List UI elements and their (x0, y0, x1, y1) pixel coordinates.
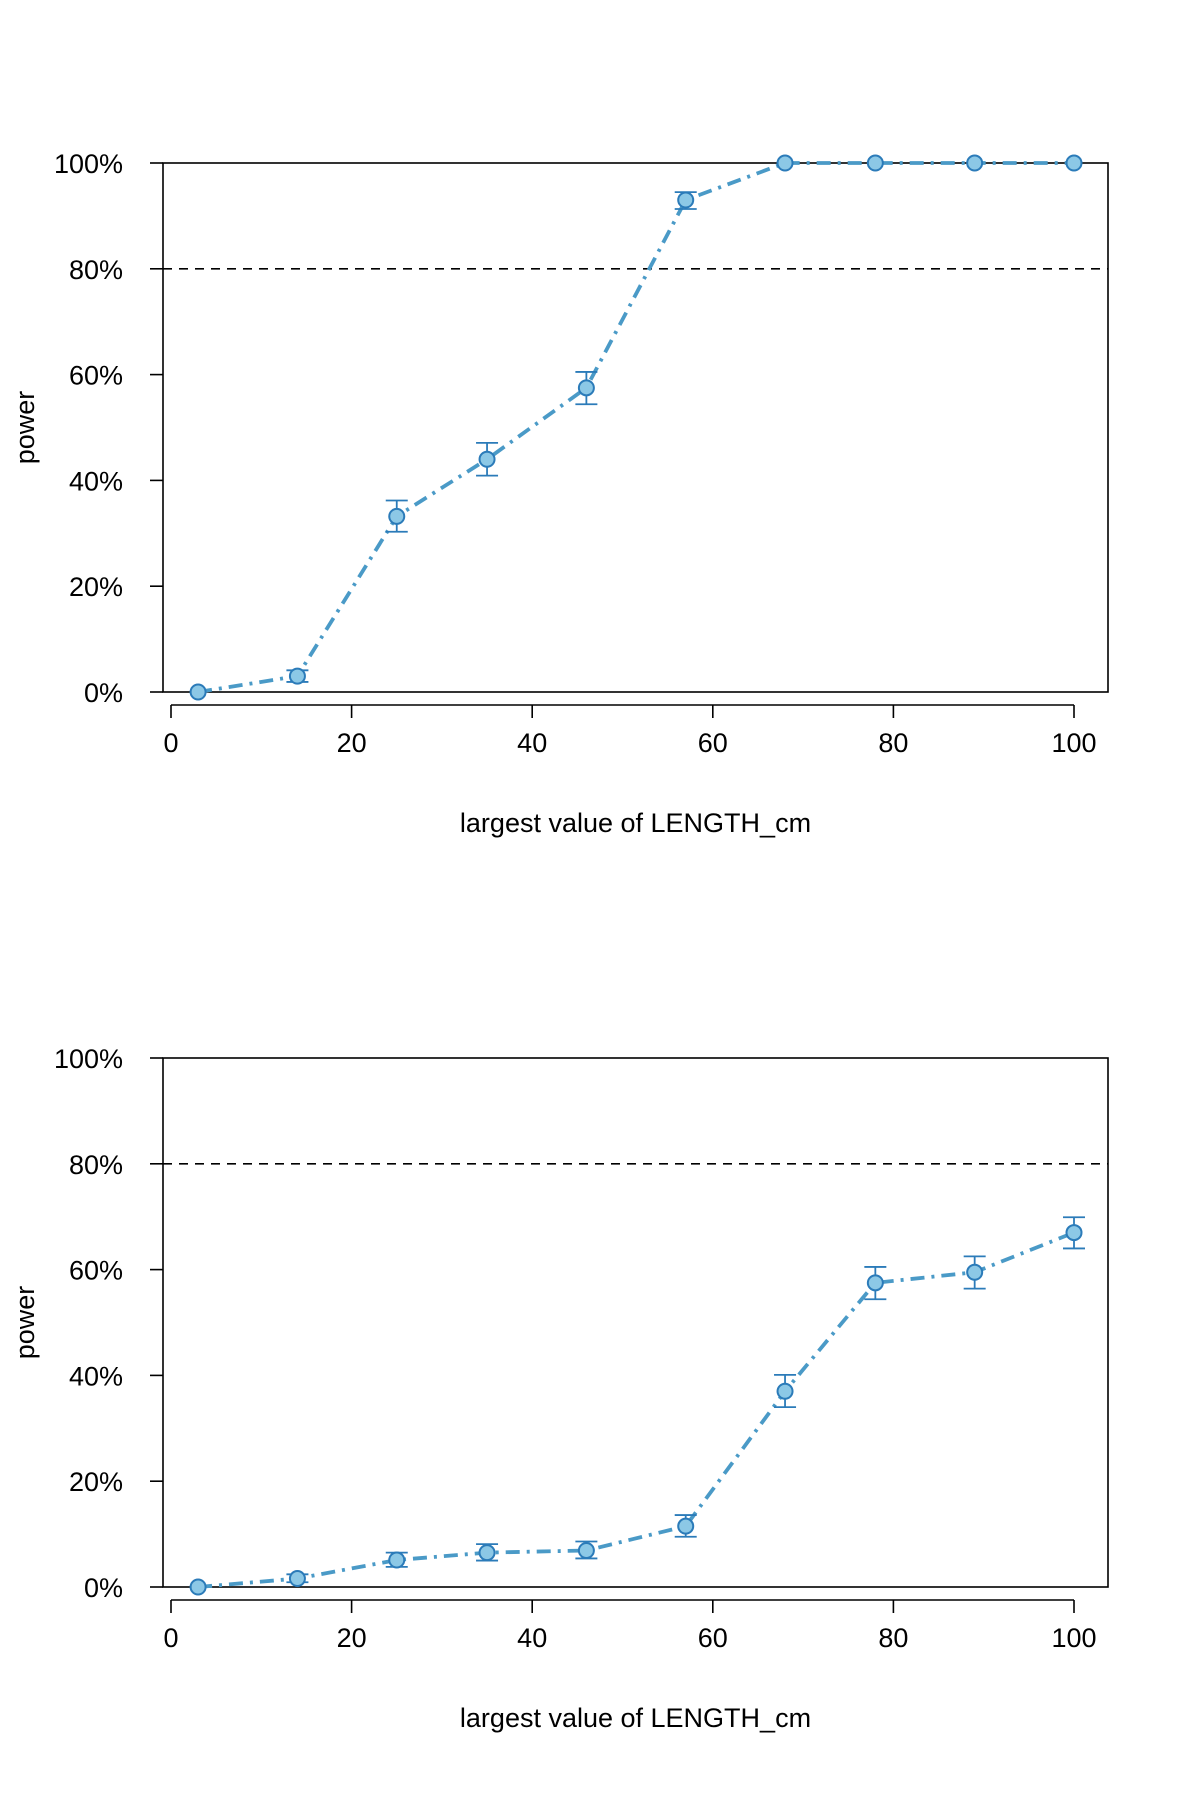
data-point (1065, 1224, 1083, 1242)
y-tick-label: 20% (69, 572, 123, 602)
y-tick-label: 100% (54, 149, 123, 179)
data-point (388, 507, 406, 525)
data-point (966, 1263, 984, 1281)
series-line (197, 1230, 1075, 1589)
y-tick-label: 80% (69, 255, 123, 285)
data-point (866, 154, 884, 172)
x-tick-label: 80 (878, 1623, 908, 1653)
data-point (1065, 154, 1083, 172)
y-tick-label: 60% (69, 1256, 123, 1286)
chart-panel-top: 0 20 40 60 80 100 0% 20% 40% 60% 80% 100% largest va… (10, 149, 1109, 838)
data-point (478, 1544, 496, 1562)
data-point (288, 667, 306, 685)
data-point (577, 379, 595, 397)
x-tick-label: 40 (517, 1623, 547, 1653)
plot-frame (162, 162, 1109, 693)
series-line (197, 161, 1074, 694)
y-tick-label: 40% (69, 1361, 123, 1391)
y-tick-label: 0% (84, 1573, 123, 1603)
y-tick-label: 0% (84, 678, 123, 708)
x-tick-label: 100 (1051, 1623, 1096, 1653)
data-point (866, 1274, 884, 1292)
data-point (288, 1570, 306, 1588)
data-point (388, 1551, 406, 1569)
x-tick-label: 0 (163, 1623, 178, 1653)
y-tick-label: 40% (69, 466, 123, 496)
x-tick-label: 0 (163, 728, 178, 758)
x-tick-label: 40 (517, 728, 547, 758)
chart-panel-bottom: 0 20 40 60 80 100 0% 20% 40% 60% 80% 100% largest va… (10, 1044, 1109, 1733)
data-point (776, 1382, 794, 1400)
x-tick-label: 20 (337, 728, 367, 758)
y-tick-label: 60% (69, 361, 123, 391)
y-tick-label: 20% (69, 1467, 123, 1497)
x-tick-label: 100 (1051, 728, 1096, 758)
plot-frame (162, 1057, 1109, 1588)
data-point (478, 450, 496, 468)
y-axis-title: power (10, 391, 40, 465)
data-point (189, 683, 207, 701)
x-axis-title: largest value of LENGTH_cm (460, 1703, 811, 1733)
data-point (776, 154, 794, 172)
x-tick-label: 80 (878, 728, 908, 758)
x-tick-label: 20 (337, 1623, 367, 1653)
data-point (677, 1517, 695, 1535)
x-axis-title: largest value of LENGTH_cm (460, 808, 811, 838)
data-point (577, 1541, 595, 1559)
y-tick-label: 100% (54, 1044, 123, 1074)
x-tick-label: 60 (698, 728, 728, 758)
x-tick-label: 60 (698, 1623, 728, 1653)
y-tick-label: 80% (69, 1150, 123, 1180)
y-axis-title: power (10, 1286, 40, 1360)
data-point (677, 191, 695, 209)
data-point (966, 154, 984, 172)
data-point (189, 1578, 207, 1596)
